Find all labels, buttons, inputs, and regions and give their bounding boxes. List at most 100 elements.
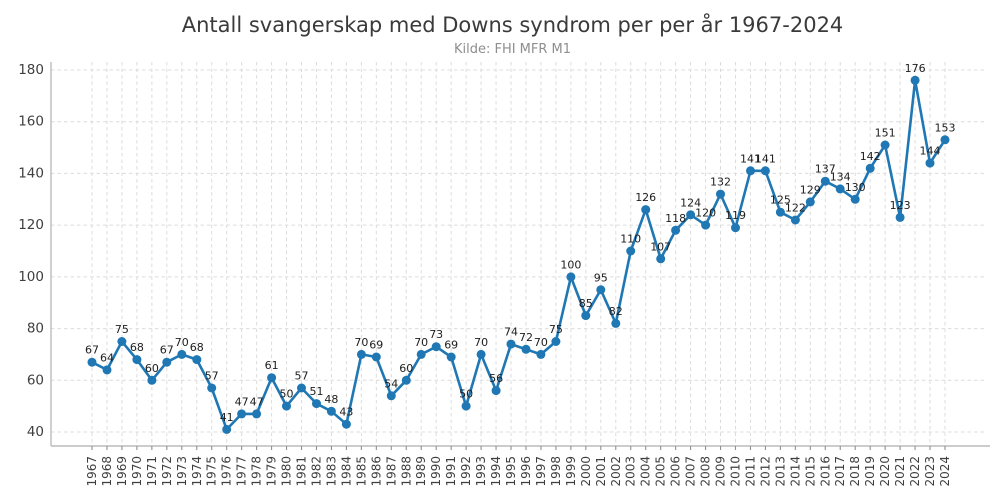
x-tick-label: 1987 [384,456,398,487]
data-point-label: 61 [265,359,279,372]
data-point [326,406,336,416]
data-point-label: 69 [369,339,383,352]
data-point [626,246,636,256]
data-point [865,163,875,173]
x-tick-label: 2020 [878,456,892,487]
data-point [551,337,561,346]
data-point [731,223,740,233]
chart-title: Antall svangerskap med Downs syndrom per… [181,13,844,37]
data-point [461,401,471,411]
data-point-label: 64 [100,351,114,364]
y-tick-label: 160 [18,114,44,130]
x-tick-label: 2003 [624,456,638,487]
data-point-label: 137 [815,163,836,176]
y-tick-label: 40 [27,424,44,440]
data-point [925,158,935,168]
x-tick-label: 2002 [609,456,623,487]
x-tick-label: 2007 [684,456,698,487]
data-point-label: 151 [875,127,896,140]
data-point [910,75,920,85]
y-tick-label: 120 [18,217,44,233]
data-point-label: 132 [710,176,731,189]
x-tick-label: 2019 [863,456,877,487]
y-tick-label: 60 [27,372,44,388]
x-tick-label: 1998 [549,456,563,487]
plot-area: 1967 1968 1969 1970 1971 1972 1973 1974 1975 1976… [18,62,990,487]
data-point-label: 134 [830,170,851,183]
x-tick-label: 1976 [220,456,234,487]
x-tick-label: 1975 [205,456,219,487]
data-point [656,254,666,264]
x-tick-label: 2001 [594,456,608,487]
data-point-label: 120 [695,207,716,220]
data-point [686,210,696,220]
data-point [641,205,651,215]
data-point [192,355,202,365]
data-point-label: 75 [549,323,563,336]
data-point-label: 73 [429,328,443,341]
x-tick-label: 1988 [399,456,413,487]
data-point-label: 144 [920,145,941,158]
x-tick-label: 2006 [669,456,683,487]
data-point [566,272,576,282]
data-point-label: 176 [905,62,926,75]
data-point-label: 119 [725,209,746,222]
data-point [940,135,950,145]
x-tick-label: 1971 [145,456,159,487]
data-point [521,344,531,354]
data-point-label: 51 [310,385,324,398]
data-point-label: 118 [665,212,686,225]
data-point [312,399,321,409]
y-tick-label: 180 [18,62,44,78]
data-point-label: 43 [339,406,353,419]
data-point-label: 70 [534,336,548,349]
x-tick-label: 1989 [414,456,428,487]
data-point [671,225,681,235]
data-point [581,311,591,321]
data-point [371,352,381,362]
data-point [297,383,306,393]
data-point [431,342,441,352]
data-point [701,220,711,230]
data-point-label: 141 [740,152,761,165]
data-point-label: 70 [354,336,368,349]
x-tick-label: 2017 [833,456,847,487]
x-tick-label: 1983 [324,456,338,487]
data-point [895,212,905,222]
data-point-label: 69 [444,339,458,352]
data-point [341,419,351,429]
chart-subtitle: Kilde: FHI MFR M1 [453,42,572,57]
x-tick-label: 2015 [803,456,817,487]
x-tick-label: 1980 [280,456,294,487]
data-point-label: 85 [579,297,593,310]
data-point-label: 60 [399,362,413,375]
x-tick-label: 1993 [474,456,488,487]
x-tick-label: 2008 [699,456,713,487]
data-point [282,401,291,411]
data-point-label: 50 [280,388,294,401]
x-tick-label: 2000 [579,456,593,487]
x-tick-label: 1967 [85,456,99,487]
x-tick-label: 1994 [489,456,503,487]
data-point-label: 82 [609,305,623,318]
data-point-label: 125 [770,194,791,207]
x-tick-label: 1996 [519,456,533,487]
data-point [446,352,456,362]
x-tick-label: 1970 [130,456,144,487]
data-point-label: 95 [594,271,608,284]
x-tick-label: 1982 [309,456,323,487]
data-point [775,207,785,217]
x-tick-label: 1999 [564,456,578,487]
data-point [416,349,426,359]
x-tick-label: 1984 [339,456,353,487]
data-point-label: 129 [800,183,821,196]
data-point-label: 123 [890,199,911,212]
x-tick-label: 2010 [728,456,742,487]
data-point [102,365,112,375]
data-point [716,189,725,199]
data-point-label: 70 [175,336,189,349]
x-tick-label: 1972 [160,456,174,487]
data-point [356,349,366,359]
x-tick-label: 2022 [908,456,922,487]
